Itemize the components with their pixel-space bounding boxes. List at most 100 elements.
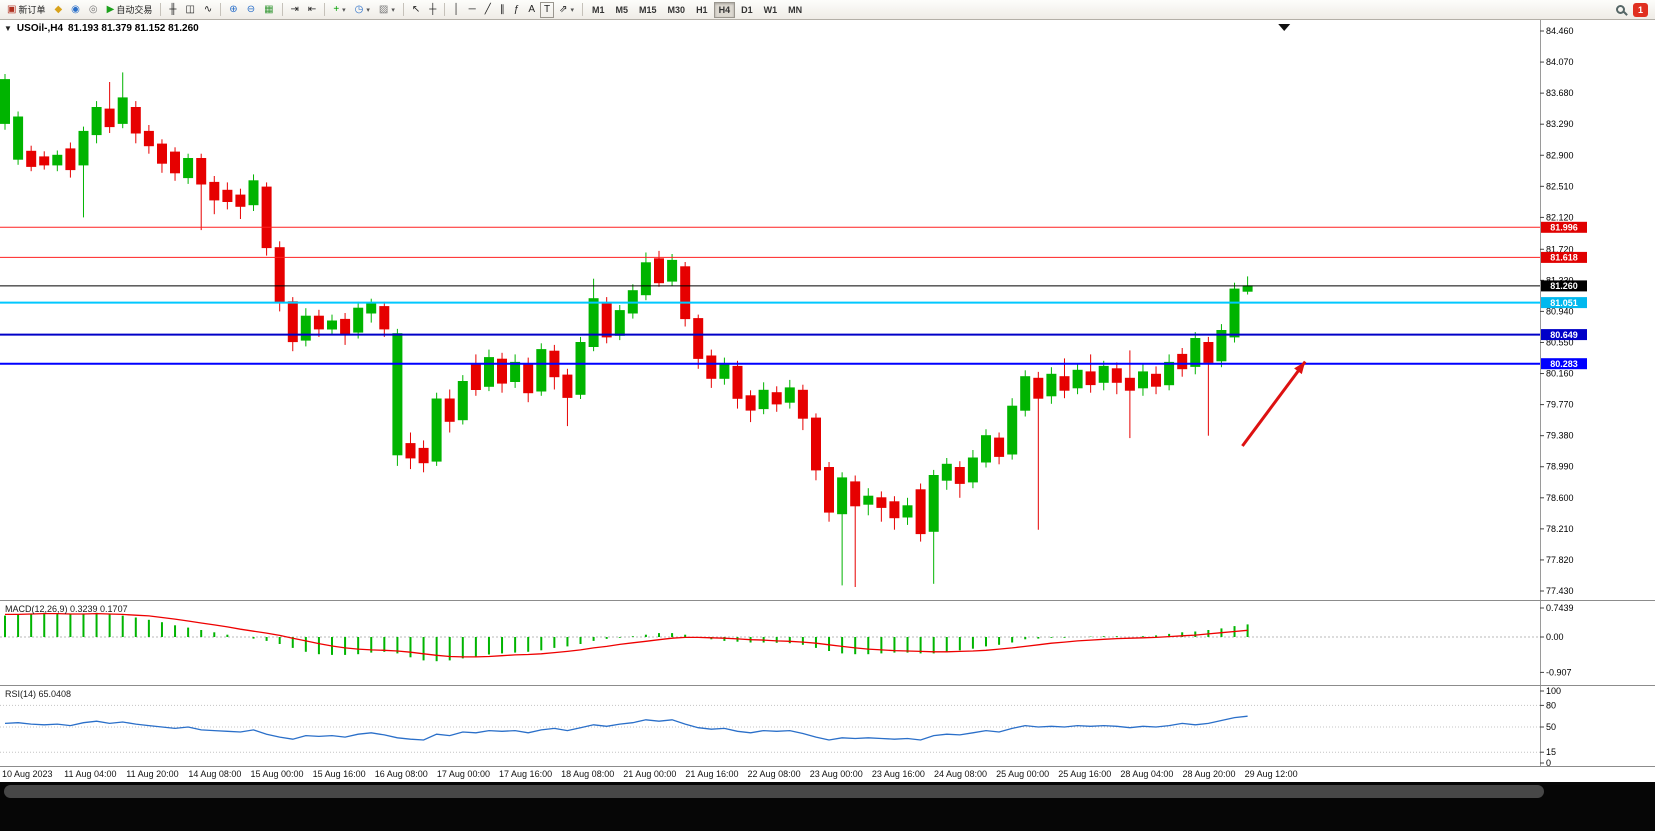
svg-text:80.160: 80.160 <box>1546 369 1574 379</box>
time-label: 17 Aug 00:00 <box>436 769 490 779</box>
svg-text:-0.907: -0.907 <box>1546 667 1572 677</box>
time-label: 17 Aug 16:00 <box>499 769 553 779</box>
search-icon[interactable] <box>1615 5 1625 14</box>
periods-button[interactable]: ◷ ▾ <box>351 2 374 18</box>
chart-shift-marker[interactable] <box>1278 24 1291 31</box>
autotrading-icon: ▶ <box>106 3 115 15</box>
svg-text:80: 80 <box>1546 700 1556 710</box>
svg-text:82.900: 82.900 <box>1546 150 1574 160</box>
toolbar-separator <box>160 3 162 16</box>
svg-text:82.120: 82.120 <box>1546 212 1574 222</box>
timeframe-h4-button[interactable]: H4 <box>713 1 736 18</box>
candlestick-chart-icon: ◫ <box>185 3 195 15</box>
main-toolbar: ▣ 新订单 ◆ ◉ ◎ ▶ 自动交易 ╫ ◫ ∿ ⊕ ⊖ ▦ ⇥ ⇤ + ▾ ◷ ▾ ▨ ▾ ↖ ┼ │ ─ ╱ ∥ ƒ A T ⇗ ▾ M1 M… <box>0 0 1655 20</box>
timeframe-m30-button[interactable]: M30 <box>663 2 691 18</box>
panel-splitter[interactable] <box>0 685 1655 686</box>
svg-text:84.460: 84.460 <box>1546 26 1574 36</box>
new-order-button-label: 新订单 <box>18 5 46 15</box>
toolbar-separator <box>281 3 283 16</box>
equidistant-channel-button[interactable]: ∥ <box>496 2 509 18</box>
bar-chart-button[interactable]: ╫ <box>165 2 180 18</box>
collapse-toggle-icon[interactable]: ▼ <box>4 24 12 33</box>
time-label: 29 Aug 12:00 <box>1244 769 1298 779</box>
svg-text:0.00: 0.00 <box>1546 632 1564 642</box>
auto-scroll-icon: ⇥ <box>290 3 299 15</box>
horizontal-line-icon: ─ <box>468 3 476 15</box>
fibonacci-button[interactable]: ƒ <box>510 2 524 18</box>
notification-badge[interactable]: 1 <box>1632 2 1648 17</box>
refresh-icon-button[interactable]: ◎ <box>85 2 102 18</box>
line-chart-icon: ∿ <box>203 3 213 15</box>
templates-button[interactable]: ▨ ▾ <box>375 2 399 18</box>
svg-text:83.680: 83.680 <box>1546 88 1574 98</box>
macd-panel[interactable]: 0.7439 0.00 -0.907 <box>0 601 1655 685</box>
periods-icon: ◷ <box>354 3 364 15</box>
time-label: 28 Aug 04:00 <box>1120 769 1174 779</box>
line-chart-button[interactable]: ∿ <box>200 2 216 18</box>
svg-text:78.990: 78.990 <box>1546 462 1574 472</box>
vertical-line-icon: │ <box>453 3 460 15</box>
svg-text:100: 100 <box>1546 686 1561 696</box>
arrows-icon: ⇗ <box>559 3 568 15</box>
trendline-icon: ╱ <box>484 3 491 15</box>
autotrading-button[interactable]: ▶ 自动交易 <box>103 2 157 18</box>
timeframe-m1-button[interactable]: M1 <box>587 2 610 18</box>
horizontal-line-button[interactable]: ─ <box>465 2 480 18</box>
candles <box>0 72 1253 587</box>
rsi-label: RSI(14) 65.0408 <box>5 689 72 699</box>
toolbar-separator <box>220 3 222 16</box>
chart-shift-icon: ⇤ <box>307 3 317 15</box>
timeframe-w1-button[interactable]: W1 <box>759 2 783 18</box>
toolbar-separator <box>582 3 583 16</box>
svg-text:79.770: 79.770 <box>1546 400 1574 410</box>
chevron-down-icon: ▾ <box>570 6 574 14</box>
trendline-button[interactable]: ╱ <box>481 2 495 18</box>
svg-text:81.720: 81.720 <box>1546 244 1574 254</box>
market-watch-icon-button[interactable]: ◆ <box>50 2 66 18</box>
svg-text:0: 0 <box>1546 758 1551 766</box>
svg-text:80.550: 80.550 <box>1546 337 1574 347</box>
new-order-button[interactable]: ▣ 新订单 <box>3 2 49 18</box>
crosshair-button[interactable]: ┼ <box>425 2 440 18</box>
time-label: 18 Aug 08:00 <box>561 769 615 779</box>
crosshair-icon: ┼ <box>429 3 437 15</box>
time-label: 10 Aug 2023 <box>2 769 53 779</box>
rsi-panel[interactable]: 100 80 50 150 <box>0 686 1655 766</box>
arrows-button[interactable]: ⇗ ▾ <box>555 2 578 18</box>
templates-icon: ▨ <box>378 3 389 15</box>
timeframe-m5-button[interactable]: M5 <box>611 2 634 18</box>
vertical-line-button[interactable]: │ <box>449 2 463 18</box>
zoom-out-button[interactable]: ⊖ <box>243 2 259 18</box>
new-order-icon: ▣ <box>7 3 17 15</box>
timeframe-h1-button[interactable]: H1 <box>691 2 713 18</box>
toolbar-separator <box>444 3 446 16</box>
svg-text:77.820: 77.820 <box>1546 555 1574 565</box>
candlestick-chart-button[interactable]: ◫ <box>181 2 198 18</box>
timeframe-mn-button[interactable]: MN <box>783 2 807 18</box>
text-label-button[interactable]: T <box>539 1 555 18</box>
cursor-button[interactable]: ↖ <box>408 2 424 18</box>
trend-arrow[interactable] <box>1241 360 1307 447</box>
text-label-icon: T <box>543 3 551 15</box>
zoom-in-button[interactable]: ⊕ <box>225 2 241 18</box>
toolbar-separator <box>402 3 404 16</box>
svg-text:81.618: 81.618 <box>1550 253 1578 263</box>
panel-splitter <box>0 766 1655 767</box>
main-price-chart[interactable]: 84.460 84.070 83.680 83.290 82.900 82.510 82.1… <box>0 20 1655 600</box>
timeframe-d1-button[interactable]: D1 <box>736 2 758 18</box>
chart-shift-button[interactable]: ⇤ <box>304 2 320 18</box>
price-badge: 80.283 <box>1541 358 1587 370</box>
time-axis: 10 Aug 2023 11 Aug 04:00 11 Aug 20:00 14 Au… <box>0 767 1655 782</box>
auto-scroll-button[interactable]: ⇥ <box>287 2 303 18</box>
horizontal-scrollbar-handle[interactable] <box>4 785 1544 798</box>
panel-splitter[interactable] <box>0 600 1655 601</box>
community-icon-button[interactable]: ◉ <box>67 2 84 18</box>
time-label: 25 Aug 00:00 <box>996 769 1050 779</box>
indicators-button[interactable]: + ▾ <box>329 2 349 18</box>
svg-text:80.283: 80.283 <box>1550 359 1578 369</box>
time-label: 25 Aug 16:00 <box>1058 769 1112 779</box>
timeframe-m15-button[interactable]: M15 <box>634 2 662 18</box>
svg-text:79.380: 79.380 <box>1546 431 1574 441</box>
tile-windows-button[interactable]: ▦ <box>260 2 277 18</box>
text-button[interactable]: A <box>524 2 539 18</box>
